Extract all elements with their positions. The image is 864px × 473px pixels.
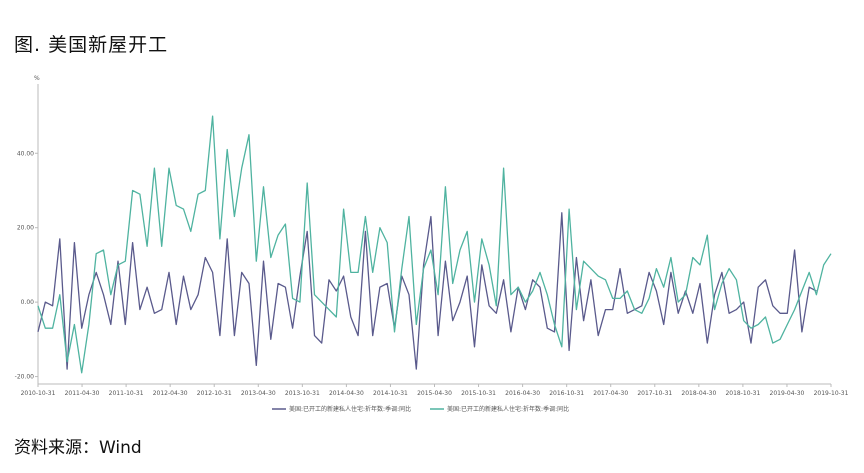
- x-tick-label: 2012-10-31: [197, 390, 232, 397]
- x-tick-label: 2014-04-30: [329, 390, 364, 397]
- legend-label-2: 美国:已开工的新建私人住宅:折年数:季调:同比: [447, 405, 569, 413]
- y-tick-label: 40.00: [17, 150, 34, 157]
- x-tick-label: 2012-04-30: [153, 390, 188, 397]
- y-axis-unit-label: %: [34, 75, 40, 82]
- y-tick-label: 0.00: [21, 299, 35, 306]
- x-tick-label: 2017-04-30: [593, 390, 628, 397]
- x-tick-label: 2019-04-30: [770, 390, 805, 397]
- source-note: 资料来源：Wind: [14, 438, 142, 458]
- x-tick-label: 2010-10-31: [21, 390, 56, 397]
- y-tick-label: -20.00: [15, 374, 35, 381]
- x-tick-label: 2015-04-30: [417, 390, 452, 397]
- x-tick-label: 2016-04-30: [505, 390, 540, 397]
- y-tick-label: 20.00: [17, 225, 34, 232]
- x-tick-label: 2017-10-31: [637, 390, 672, 397]
- x-tick-label: 2011-10-31: [109, 390, 144, 397]
- figure-title: 图. 美国新屋开工: [14, 34, 169, 56]
- line-chart: % -20.00 0.00 20.00 40.00 2010-10-31 2011-04-…: [15, 75, 849, 413]
- x-tick-label: 2016-10-31: [549, 390, 584, 397]
- x-tick-label: 2013-10-31: [285, 390, 320, 397]
- x-tick-label: 2018-10-31: [725, 390, 760, 397]
- x-tick-label: 2019-10-31: [814, 390, 849, 397]
- x-tick-label: 2014-10-31: [373, 390, 408, 397]
- x-tick-label: 2018-04-30: [681, 390, 716, 397]
- x-tick-label: 2015-10-31: [461, 390, 496, 397]
- chart-axes: -20.00 0.00 20.00 40.00 2010-10-31 2011-04-30…: [15, 84, 849, 397]
- chart-series-group: [37, 115, 832, 374]
- x-tick-label: 2011-04-30: [65, 390, 100, 397]
- legend-label-1: 美国:已开工的新建私人住宅:折年数:季调:同比: [289, 405, 411, 413]
- series-line-2: [37, 115, 832, 374]
- x-tick-label: 2013-04-30: [241, 390, 276, 397]
- series-line-1: [37, 212, 817, 370]
- chart-legend: 美国:已开工的新建私人住宅:折年数:季调:同比 美国:已开工的新建私人住宅:折年数…: [272, 405, 569, 413]
